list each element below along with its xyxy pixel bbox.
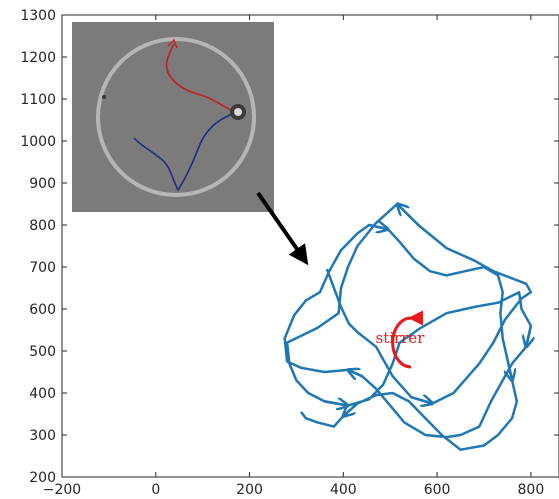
- inset-photo: [72, 22, 274, 212]
- y-tick-label: 400: [29, 386, 56, 402]
- y-tick-label: 600: [29, 302, 56, 318]
- x-tick-label: 400: [330, 482, 357, 498]
- x-tick-label: 0: [151, 482, 160, 498]
- x-tick-label: −200: [43, 482, 81, 498]
- trajectory-direction-arrow: [397, 204, 420, 226]
- axes-frame: [61, 14, 559, 478]
- trajectory-direction-arrow: [368, 225, 388, 229]
- x-tick-label: 600: [424, 482, 451, 498]
- trajectory-direction-arrow: [324, 401, 348, 405]
- trajectory-direction-arrow: [348, 370, 363, 376]
- x-tick-label: 200: [236, 482, 263, 498]
- inset-red-track: [165, 43, 236, 113]
- stirrer-rotation-arrow: [391, 310, 424, 369]
- y-tick-label: 1300: [20, 8, 56, 24]
- y-tick-label: 700: [29, 260, 56, 276]
- y-tick-label: 900: [29, 176, 56, 192]
- trajectory-series: [283, 202, 533, 451]
- y-tick-label: 500: [29, 344, 56, 360]
- x-tick-label: 800: [518, 482, 545, 498]
- trajectory-direction-arrow: [343, 402, 359, 417]
- y-tick-label: 300: [29, 428, 56, 444]
- y-tick-label: 800: [29, 218, 56, 234]
- x-tick-labels: −200 0 200 400 600 800: [43, 482, 544, 498]
- axis-ticks: [61, 14, 559, 478]
- trajectory-line: [283, 202, 533, 451]
- y-tick-label: 1100: [20, 92, 56, 108]
- trajectory-direction-arrow: [507, 359, 512, 380]
- inset-ring: [96, 37, 256, 197]
- inset-red-arrowhead: [167, 38, 178, 49]
- inset-blue-track: [133, 112, 236, 192]
- stirrer-label: stirrer: [376, 329, 426, 347]
- y-tick-labels: 200 300 400 500 600 700 800 900 1000 1100 1200 1300: [20, 8, 56, 486]
- y-tick-label: 1000: [20, 134, 56, 150]
- y-tick-label: 1200: [20, 50, 56, 66]
- trajectory-direction-arrow: [526, 325, 531, 347]
- y-tick-label: 200: [29, 470, 56, 486]
- inset-pointer-arrow: [256, 191, 309, 266]
- stirrer-annotation: stirrer: [376, 310, 426, 369]
- trajectory-direction-arrow: [410, 397, 432, 403]
